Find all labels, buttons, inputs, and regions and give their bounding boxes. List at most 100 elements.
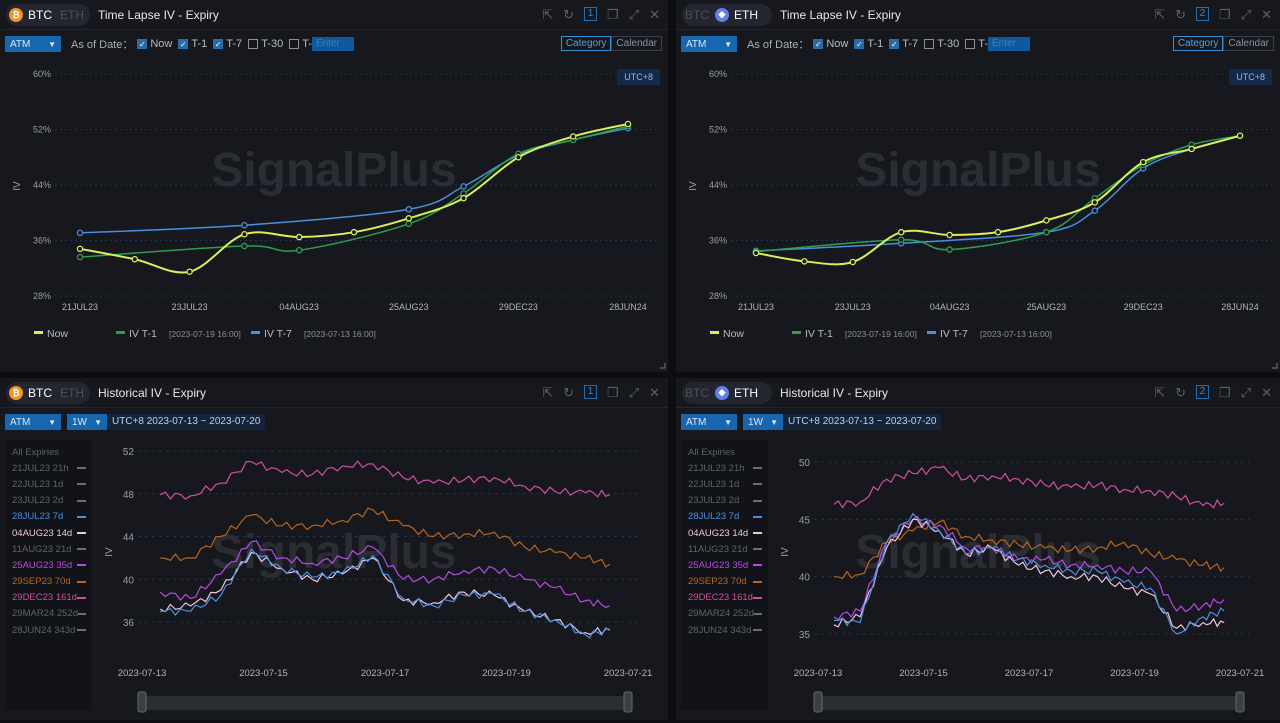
checkbox-t7[interactable]: ✓ T-7: [889, 38, 918, 50]
checkbox-t1[interactable]: ✓ T-1: [178, 38, 207, 50]
refresh-icon[interactable]: ↻: [563, 7, 575, 22]
expand-icon[interactable]: ⤢: [628, 385, 640, 400]
checkbox-t[interactable]: T-: [965, 38, 988, 50]
t-days-input[interactable]: Enter: [987, 37, 1030, 51]
window-number[interactable]: 2: [1196, 385, 1210, 399]
coin-eth[interactable]: ETH: [60, 385, 84, 400]
checkbox-box[interactable]: ✓: [889, 39, 900, 49]
coin-switch[interactable]: BTC ◆ ETH: [682, 3, 772, 26]
checkbox-t30[interactable]: T-30: [248, 38, 283, 50]
atm-dropdown[interactable]: ATM ▼: [5, 414, 61, 430]
legend-item[interactable]: 28JUL23 7d: [681, 509, 768, 525]
checkbox-box[interactable]: ✓: [213, 39, 224, 49]
coin-switch[interactable]: BTC ◆ ETH: [682, 381, 772, 404]
atm-dropdown[interactable]: ATM ▼: [5, 36, 61, 52]
legend-item[interactable]: 04AUG23 14d: [5, 525, 92, 541]
date-range[interactable]: UTC+8 2023-07-13 ~ 2023-07-20: [107, 414, 266, 430]
legend-item[interactable]: 29SEP23 70d: [5, 574, 92, 590]
data-point-now: [515, 153, 522, 161]
legend-item[interactable]: 04AUG23 14d: [681, 525, 768, 541]
refresh-icon[interactable]: ↻: [1175, 7, 1187, 22]
open-external-icon[interactable]: ⇱: [542, 7, 554, 22]
close-icon[interactable]: ✕: [649, 385, 660, 400]
checkbox-box[interactable]: [289, 39, 300, 49]
legend-swatch: [77, 515, 86, 518]
legend-item[interactable]: 22JUL23 1d: [681, 476, 768, 492]
checkbox-t1[interactable]: ✓ T-1: [854, 38, 883, 50]
legend-item[interactable]: 11AUG23 21d: [5, 541, 92, 557]
coin-switch[interactable]: ₿ BTC ETH: [6, 3, 90, 26]
coin-btc[interactable]: BTC: [685, 7, 709, 22]
refresh-icon[interactable]: ↻: [1175, 385, 1187, 400]
checkbox-box[interactable]: [924, 39, 935, 49]
atm-dropdown[interactable]: ATM ▼: [681, 36, 737, 52]
panel-eth-historical: SignalPlus 35 40 45 50 IV 2023-07-13 2023-07-15…: [676, 378, 1280, 720]
expand-icon[interactable]: ⤢: [1240, 7, 1252, 22]
window-number[interactable]: 1: [584, 385, 598, 399]
legend-item[interactable]: 25AUG23 35d: [5, 557, 92, 573]
t-days-input[interactable]: Enter: [311, 37, 354, 51]
expand-icon[interactable]: ⤢: [628, 7, 640, 22]
close-icon[interactable]: ✕: [1261, 7, 1272, 22]
legend-item[interactable]: 21JUL23 21h: [681, 460, 768, 476]
legend-item[interactable]: 29MAR24 252d: [5, 606, 92, 622]
coin-btc[interactable]: BTC: [28, 385, 52, 400]
open-external-icon[interactable]: ⇱: [1154, 385, 1166, 400]
legend-item[interactable]: 23JUL23 2d: [681, 493, 768, 509]
legend-item[interactable]: 29SEP23 70d: [681, 574, 768, 590]
toggle-category[interactable]: Category: [560, 36, 612, 51]
window-number[interactable]: 1: [584, 7, 598, 21]
duplicate-icon[interactable]: ❐: [1219, 7, 1231, 22]
toggle-calendar[interactable]: Calendar: [1223, 36, 1274, 51]
checkbox-box[interactable]: [248, 39, 259, 49]
legend-item[interactable]: 25AUG23 35d: [681, 557, 768, 573]
legend-label: 28JUL23 7d: [688, 511, 740, 523]
atm-dropdown[interactable]: ATM ▼: [681, 414, 737, 430]
refresh-icon[interactable]: ↻: [563, 385, 575, 400]
legend-item[interactable]: 11AUG23 21d: [681, 541, 768, 557]
date-range[interactable]: UTC+8 2023-07-13 ~ 2023-07-20: [783, 414, 942, 430]
checkbox-t30[interactable]: T-30: [924, 38, 959, 50]
checkbox-t7[interactable]: ✓ T-7: [213, 38, 242, 50]
toggle-category[interactable]: Category: [1172, 36, 1224, 51]
checkbox-box[interactable]: ✓: [813, 39, 824, 49]
window-number[interactable]: 2: [1196, 7, 1210, 21]
legend-item[interactable]: 29DEC23 161d: [5, 590, 92, 606]
legend-item[interactable]: 23JUL23 2d: [5, 493, 92, 509]
duplicate-icon[interactable]: ❐: [607, 7, 619, 22]
coin-eth[interactable]: ETH: [734, 385, 758, 400]
legend-item[interactable]: 22JUL23 1d: [5, 476, 92, 492]
data-point-t1: [295, 246, 303, 254]
checkbox-now[interactable]: ✓ Now: [813, 38, 848, 50]
coin-eth[interactable]: ETH: [60, 7, 84, 22]
checkbox-t[interactable]: T-: [289, 38, 312, 50]
checkbox-box[interactable]: ✓: [178, 39, 189, 49]
panel-header: BTC ◆ ETH Historical IV - Expiry ⇱ ↻ 2 ❐ ⤢ ✕: [676, 378, 1280, 408]
close-icon[interactable]: ✕: [1261, 385, 1272, 400]
open-external-icon[interactable]: ⇱: [1154, 7, 1166, 22]
data-point-now: [994, 228, 1002, 236]
checkbox-box[interactable]: ✓: [854, 39, 865, 49]
toggle-calendar[interactable]: Calendar: [611, 36, 662, 51]
legend-item[interactable]: 29MAR24 252d: [681, 606, 768, 622]
open-external-icon[interactable]: ⇱: [542, 385, 554, 400]
checkbox-now[interactable]: ✓ Now: [137, 38, 172, 50]
duplicate-icon[interactable]: ❐: [1219, 385, 1231, 400]
close-icon[interactable]: ✕: [649, 7, 660, 22]
legend-item[interactable]: 21JUL23 21h: [5, 460, 92, 476]
coin-btc[interactable]: BTC: [28, 7, 52, 22]
checkbox-box[interactable]: ✓: [137, 39, 148, 49]
expand-icon[interactable]: ⤢: [1240, 385, 1252, 400]
coin-btc[interactable]: BTC: [685, 385, 709, 400]
period-dropdown[interactable]: 1W ▼: [67, 414, 107, 430]
coin-eth[interactable]: ETH: [734, 7, 758, 22]
duplicate-icon[interactable]: ❐: [607, 385, 619, 400]
coin-switch[interactable]: ₿ BTC ETH: [6, 381, 90, 404]
legend-item[interactable]: 28JUL23 7d: [5, 509, 92, 525]
legend-item[interactable]: 28JUN24 343d: [681, 622, 768, 638]
checkbox-box[interactable]: [965, 39, 976, 49]
legend-item[interactable]: 29DEC23 161d: [681, 590, 768, 606]
legend-item[interactable]: 28JUN24 343d: [5, 622, 92, 638]
period-dropdown[interactable]: 1W ▼: [743, 414, 783, 430]
panel-header: ₿ BTC ETH Time Lapse IV - Expiry ⇱ ↻ 1 ❐ ⤢ ✕: [0, 0, 668, 30]
